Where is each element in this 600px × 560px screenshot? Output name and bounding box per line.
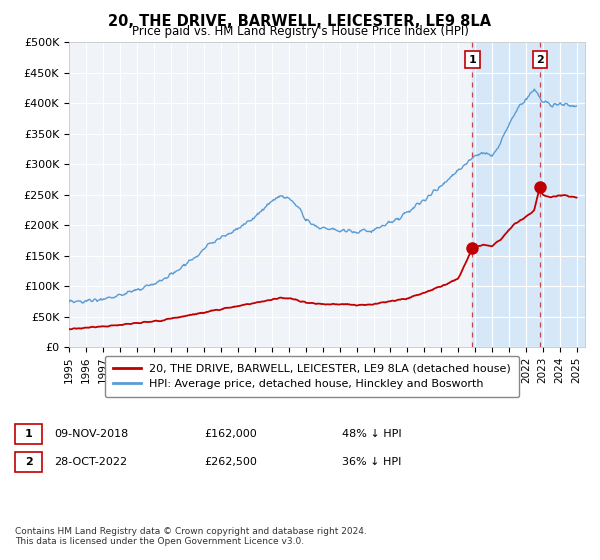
Text: 1: 1: [469, 54, 476, 64]
Text: 2: 2: [536, 54, 544, 64]
Text: 36% ↓ HPI: 36% ↓ HPI: [342, 457, 401, 467]
Legend: 20, THE DRIVE, BARWELL, LEICESTER, LE9 8LA (detached house), HPI: Average price,: 20, THE DRIVE, BARWELL, LEICESTER, LE9 8…: [105, 356, 519, 397]
Text: 2: 2: [25, 457, 32, 467]
FancyBboxPatch shape: [465, 51, 480, 68]
Text: £162,000: £162,000: [204, 429, 257, 439]
Text: 09-NOV-2018: 09-NOV-2018: [54, 429, 128, 439]
Text: Contains HM Land Registry data © Crown copyright and database right 2024.
This d: Contains HM Land Registry data © Crown c…: [15, 526, 367, 546]
Bar: [472, 42, 585, 347]
Text: 20, THE DRIVE, BARWELL, LEICESTER, LE9 8LA: 20, THE DRIVE, BARWELL, LEICESTER, LE9 8…: [109, 14, 491, 29]
FancyBboxPatch shape: [533, 51, 547, 68]
Text: Price paid vs. HM Land Registry's House Price Index (HPI): Price paid vs. HM Land Registry's House …: [131, 25, 469, 38]
Text: 28-OCT-2022: 28-OCT-2022: [54, 457, 127, 467]
Text: £262,500: £262,500: [204, 457, 257, 467]
Text: 1: 1: [25, 429, 32, 439]
Text: 48% ↓ HPI: 48% ↓ HPI: [342, 429, 401, 439]
